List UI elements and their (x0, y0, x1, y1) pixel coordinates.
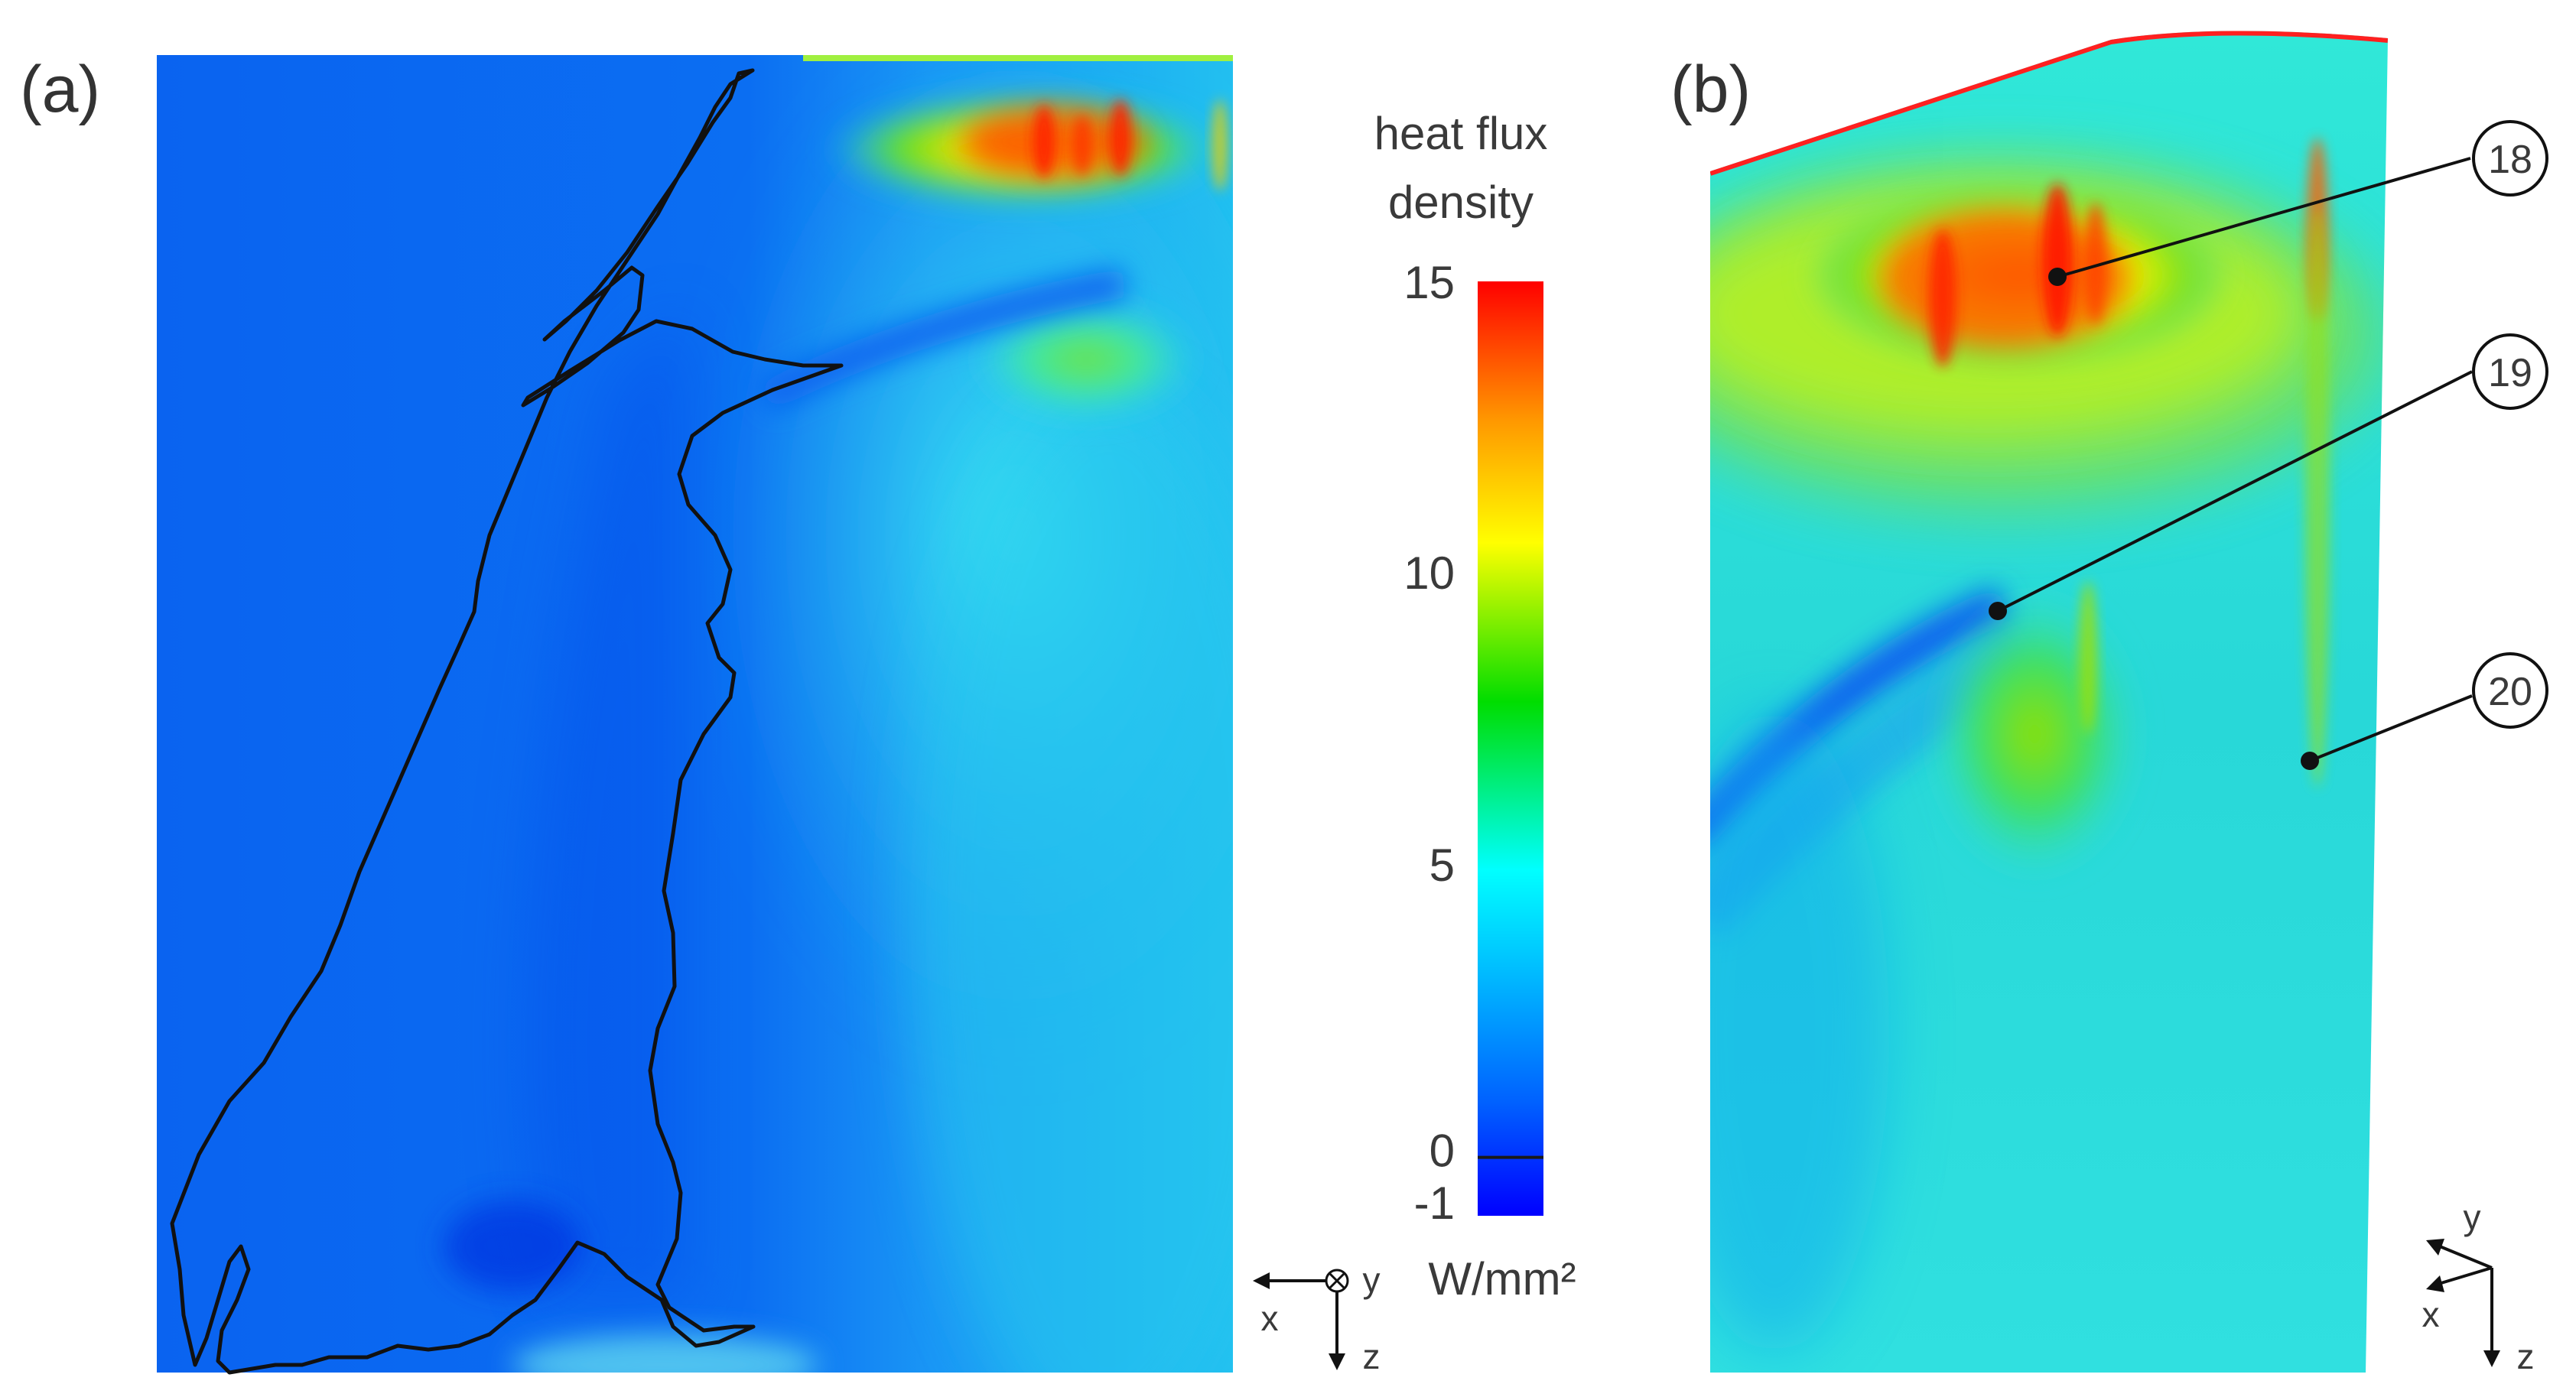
axis-b-z: z (2517, 1337, 2535, 1376)
axis-a-y: y (1363, 1260, 1381, 1300)
z-arrow-icon (1329, 1353, 1345, 1370)
axis-a-x: x (1261, 1298, 1279, 1338)
colorbar-gradient (1478, 281, 1543, 1216)
callout-20: 20 (2301, 652, 2548, 770)
x-arrow-icon-b (2426, 1275, 2444, 1292)
colorbar-title-line2: density (1388, 177, 1534, 228)
colorbar-title-line1: heat flux (1374, 108, 1548, 159)
panel-a-heatmap (157, 55, 1233, 1373)
colorbar-tick-4: -1 (1414, 1178, 1455, 1229)
callout-19: 19 (1989, 333, 2548, 620)
y-arrow-icon-b (2426, 1239, 2444, 1256)
panel-a-label: (a) (20, 53, 101, 126)
panel-b-heatmap (1710, 31, 2388, 1373)
panel-b-axes-icon: y x z (2422, 1197, 2535, 1376)
colorbar: heat flux density 15 10 5 0-1 W/mm² (1374, 108, 1576, 1304)
callout-20-number: 20 (2488, 670, 2532, 714)
z-arrow-icon-b (2483, 1350, 2500, 1367)
callout-19-number: 19 (2488, 351, 2532, 395)
callout-18-number: 18 (2488, 138, 2532, 182)
zero-contour-line (170, 68, 844, 1375)
colorbar-tick-3: 0 (1429, 1126, 1455, 1177)
axis-a-z: z (1363, 1337, 1381, 1376)
colorbar-tick-0: 15 (1403, 257, 1455, 308)
colorbar-tick-1: 10 (1403, 547, 1455, 599)
axis-b-y: y (2464, 1197, 2481, 1237)
x-arrow-icon (1253, 1272, 1270, 1289)
panel-a-axes-icon: x y z (1253, 1260, 1381, 1376)
panel-b-label: (b) (1670, 53, 1751, 126)
axis-b-x: x (2422, 1295, 2440, 1334)
colorbar-tick-2: 5 (1429, 840, 1455, 891)
colorbar-unit: W/mm² (1428, 1253, 1576, 1304)
callout-18: 18 (2048, 120, 2548, 286)
